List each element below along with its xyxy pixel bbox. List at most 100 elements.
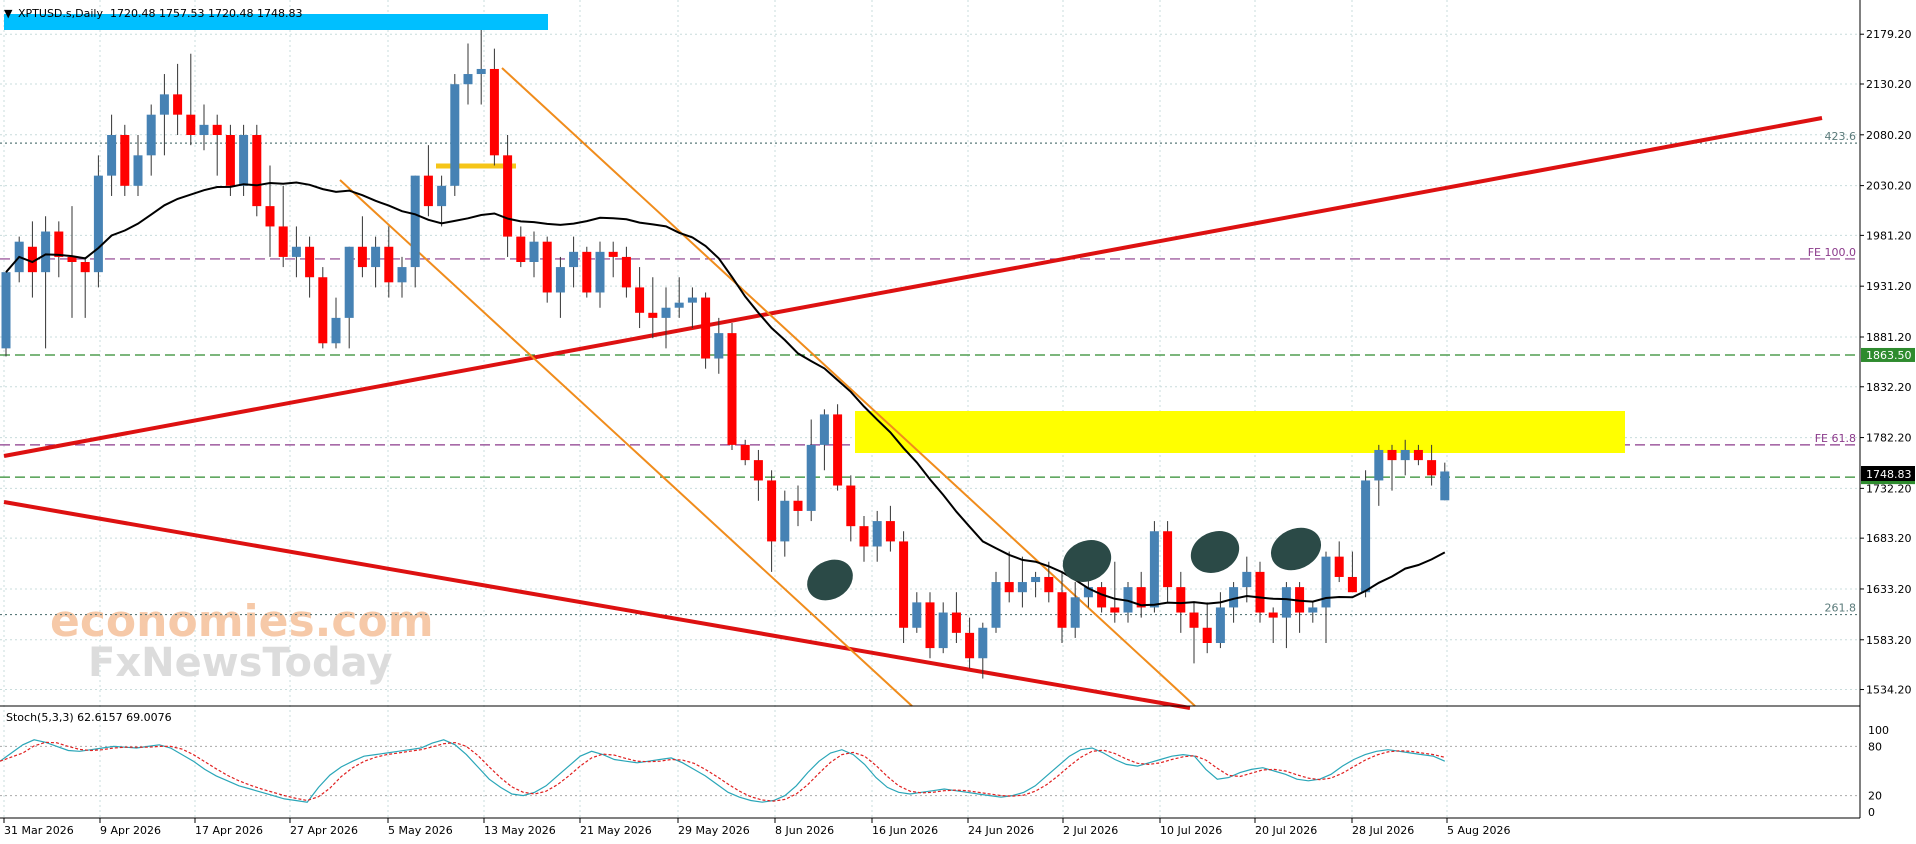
- pattern-marker-2[interactable]: [1056, 532, 1118, 589]
- candle-body: [1097, 587, 1107, 608]
- time-tick-label: 10 Jul 2026: [1160, 824, 1222, 837]
- time-tick-label: 2 Jul 2026: [1063, 824, 1118, 837]
- resistance-zone: [855, 411, 1625, 453]
- candle-body: [1017, 582, 1027, 593]
- time-tick-label: 24 Jun 2026: [968, 824, 1034, 837]
- candle-body: [331, 317, 341, 344]
- candle-body: [80, 262, 90, 273]
- candle-body: [318, 277, 328, 344]
- candle-body: [239, 135, 249, 186]
- price-tick-label: 2030.20: [1866, 180, 1912, 193]
- candle-body: [1427, 460, 1437, 476]
- candle-body: [978, 627, 988, 659]
- price-tick-label: 2080.20: [1866, 129, 1912, 142]
- candle-body: [1136, 587, 1146, 608]
- price-tick-label: 2130.20: [1866, 78, 1912, 91]
- pattern-marker-1[interactable]: [800, 552, 861, 609]
- time-tick-label: 5 Aug 2026: [1447, 824, 1510, 837]
- candle-body: [344, 246, 354, 318]
- candle-body: [410, 175, 420, 268]
- candle-body: [872, 521, 882, 547]
- candle-body: [107, 135, 117, 176]
- time-tick-label: 16 Jun 2026: [872, 824, 938, 837]
- level-label: FE 100.0: [1808, 246, 1856, 259]
- candle-body: [635, 287, 645, 313]
- candle-body: [1308, 607, 1318, 613]
- time-tick-label: 17 Apr 2026: [195, 824, 263, 837]
- moving-average-line[interactable]: [5, 181, 1446, 607]
- candle-body: [291, 246, 301, 257]
- candle-body: [265, 206, 275, 227]
- candle-body: [133, 155, 143, 186]
- price-tick-label: 1881.20: [1866, 331, 1912, 344]
- price-tick-label: 1683.20: [1866, 532, 1912, 545]
- candle-body: [1255, 571, 1265, 613]
- ohlc-readout: 1720.48 1757.53 1720.48 1748.83: [110, 7, 302, 20]
- candle-body: [938, 612, 948, 649]
- candle-body: [371, 246, 381, 268]
- price-axis[interactable]: 2179.20 2130.20 2080.20 2030.20 1981.20 1931.…: [1860, 28, 1912, 697]
- price-tick-label: 1583.20: [1866, 634, 1912, 647]
- candle-body: [1242, 571, 1252, 588]
- candle-body: [476, 68, 486, 75]
- candle-body: [1229, 587, 1239, 608]
- price-tick-label: 1931.20: [1866, 280, 1912, 293]
- candle-body: [1361, 480, 1371, 593]
- candle-body: [1400, 449, 1410, 461]
- stoch-level-label: 80: [1868, 740, 1882, 753]
- channel-lower-line[interactable]: [339, 179, 913, 707]
- time-tick-label: 28 Jul 2026: [1352, 824, 1414, 837]
- candle-body: [1387, 449, 1397, 461]
- lower-trendline[interactable]: [3, 500, 1191, 710]
- time-axis[interactable]: 31 Mar 2026 9 Apr 2026 17 Apr 2026 27 Apr 2…: [3, 818, 1510, 837]
- horizontal-levels: [0, 142, 1860, 616]
- candle-body: [1334, 556, 1344, 577]
- upper-trendline[interactable]: [3, 116, 1823, 458]
- candlesticks: [1, 23, 1450, 679]
- candle-body: [437, 185, 447, 207]
- stoch-level-label: 100: [1868, 724, 1889, 737]
- candle-body: [1083, 587, 1093, 598]
- candle-body: [489, 68, 499, 156]
- candle-body: [252, 135, 262, 207]
- level-label: FE 61.8: [1815, 432, 1856, 445]
- candle-body: [1202, 627, 1212, 644]
- candle-body: [67, 256, 77, 263]
- candle-body: [1057, 592, 1067, 628]
- candle-body: [357, 246, 367, 268]
- pattern-marker-3[interactable]: [1184, 523, 1246, 580]
- symbol-title: XPTUSD.s,Daily: [18, 7, 103, 20]
- candle-body: [1189, 612, 1199, 628]
- candle-body: [674, 302, 684, 308]
- candle-body: [450, 84, 460, 186]
- candle-body: [305, 246, 315, 278]
- candle-body: [753, 460, 763, 481]
- candle-body: [1374, 449, 1384, 481]
- candle-body: [384, 246, 394, 283]
- watermark-line1: economies.com: [50, 596, 434, 647]
- time-tick-label: 27 Apr 2026: [290, 824, 358, 837]
- candle-body: [146, 114, 156, 156]
- level-price-label: 1863.50: [1866, 349, 1912, 362]
- pattern-marker-4[interactable]: [1264, 520, 1328, 578]
- candle-body: [991, 582, 1001, 628]
- time-tick-label: 20 Jul 2026: [1255, 824, 1317, 837]
- candle-body: [397, 267, 407, 283]
- candle-body: [912, 602, 922, 628]
- stochastic-title: Stoch(5,3,3) 62.6157 69.0076: [6, 711, 172, 724]
- price-tick-label: 2179.20: [1866, 28, 1912, 41]
- time-tick-label: 5 May 2026: [388, 824, 453, 837]
- candle-body: [1149, 531, 1159, 608]
- candle-body: [27, 246, 37, 273]
- candle-body: [793, 500, 803, 511]
- candle-body: [1163, 531, 1173, 588]
- candle-body: [542, 241, 552, 293]
- grid-lines: [0, 0, 1860, 818]
- candle-body: [1321, 556, 1331, 608]
- candle-body: [93, 175, 103, 273]
- dropdown-arrow-icon[interactable]: ▼: [4, 7, 13, 20]
- level-label: 261.8: [1825, 602, 1857, 615]
- stochastic-panel[interactable]: 100 80 20 0: [0, 724, 1889, 819]
- candle-body: [925, 602, 935, 649]
